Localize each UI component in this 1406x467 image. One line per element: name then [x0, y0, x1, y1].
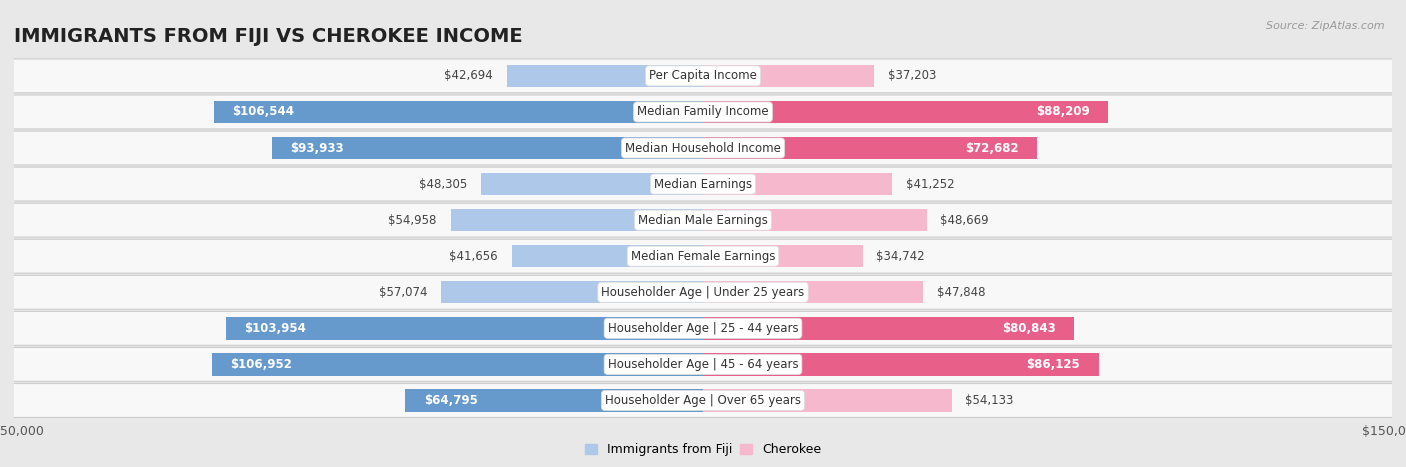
Bar — [508, 65, 703, 87]
Text: Median Household Income: Median Household Income — [626, 142, 780, 155]
Legend: Immigrants from Fiji, Cherokee: Immigrants from Fiji, Cherokee — [579, 439, 827, 461]
Text: Householder Age | Under 25 years: Householder Age | Under 25 years — [602, 286, 804, 299]
Text: $41,252: $41,252 — [907, 177, 955, 191]
Text: $48,305: $48,305 — [419, 177, 467, 191]
Text: $37,203: $37,203 — [887, 70, 936, 82]
Bar — [703, 353, 1098, 375]
Bar — [405, 389, 703, 411]
Bar — [450, 209, 703, 231]
FancyBboxPatch shape — [4, 203, 1402, 237]
Text: $42,694: $42,694 — [444, 70, 494, 82]
FancyBboxPatch shape — [4, 59, 1402, 93]
Text: $64,795: $64,795 — [423, 394, 478, 407]
FancyBboxPatch shape — [4, 347, 1402, 382]
Bar — [703, 281, 922, 304]
Text: $47,848: $47,848 — [936, 286, 986, 299]
Text: IMMIGRANTS FROM FIJI VS CHEROKEE INCOME: IMMIGRANTS FROM FIJI VS CHEROKEE INCOME — [14, 27, 523, 46]
Bar — [214, 101, 703, 123]
Bar — [703, 389, 952, 411]
Bar — [703, 209, 927, 231]
Text: $54,958: $54,958 — [388, 213, 437, 226]
Bar — [271, 137, 703, 159]
Bar — [703, 317, 1074, 340]
Bar — [703, 65, 875, 87]
Text: Householder Age | 45 - 64 years: Householder Age | 45 - 64 years — [607, 358, 799, 371]
Text: Householder Age | Over 65 years: Householder Age | Over 65 years — [605, 394, 801, 407]
FancyBboxPatch shape — [4, 131, 1402, 165]
FancyBboxPatch shape — [4, 311, 1402, 345]
Text: $80,843: $80,843 — [1002, 322, 1056, 335]
Bar — [441, 281, 703, 304]
FancyBboxPatch shape — [4, 95, 1402, 129]
Text: $72,682: $72,682 — [965, 142, 1018, 155]
Text: $93,933: $93,933 — [290, 142, 343, 155]
FancyBboxPatch shape — [4, 239, 1402, 273]
Bar — [703, 173, 893, 195]
Text: $41,656: $41,656 — [450, 250, 498, 263]
Text: Median Male Earnings: Median Male Earnings — [638, 213, 768, 226]
Bar — [703, 101, 1108, 123]
Bar — [212, 353, 703, 375]
Text: Median Earnings: Median Earnings — [654, 177, 752, 191]
Text: Source: ZipAtlas.com: Source: ZipAtlas.com — [1267, 21, 1385, 31]
Bar — [703, 137, 1036, 159]
Bar — [225, 317, 703, 340]
FancyBboxPatch shape — [4, 383, 1402, 417]
Text: $88,209: $88,209 — [1036, 106, 1090, 119]
Text: $54,133: $54,133 — [966, 394, 1014, 407]
Text: $86,125: $86,125 — [1026, 358, 1080, 371]
Text: $106,544: $106,544 — [232, 106, 294, 119]
Text: $34,742: $34,742 — [876, 250, 925, 263]
Text: Per Capita Income: Per Capita Income — [650, 70, 756, 82]
Bar — [703, 245, 862, 268]
Text: $106,952: $106,952 — [231, 358, 292, 371]
Text: Median Female Earnings: Median Female Earnings — [631, 250, 775, 263]
Bar — [481, 173, 703, 195]
Text: $103,954: $103,954 — [243, 322, 305, 335]
Text: Householder Age | 25 - 44 years: Householder Age | 25 - 44 years — [607, 322, 799, 335]
Text: $57,074: $57,074 — [378, 286, 427, 299]
FancyBboxPatch shape — [4, 167, 1402, 201]
Bar — [512, 245, 703, 268]
FancyBboxPatch shape — [4, 276, 1402, 309]
Text: $48,669: $48,669 — [941, 213, 988, 226]
Text: Median Family Income: Median Family Income — [637, 106, 769, 119]
